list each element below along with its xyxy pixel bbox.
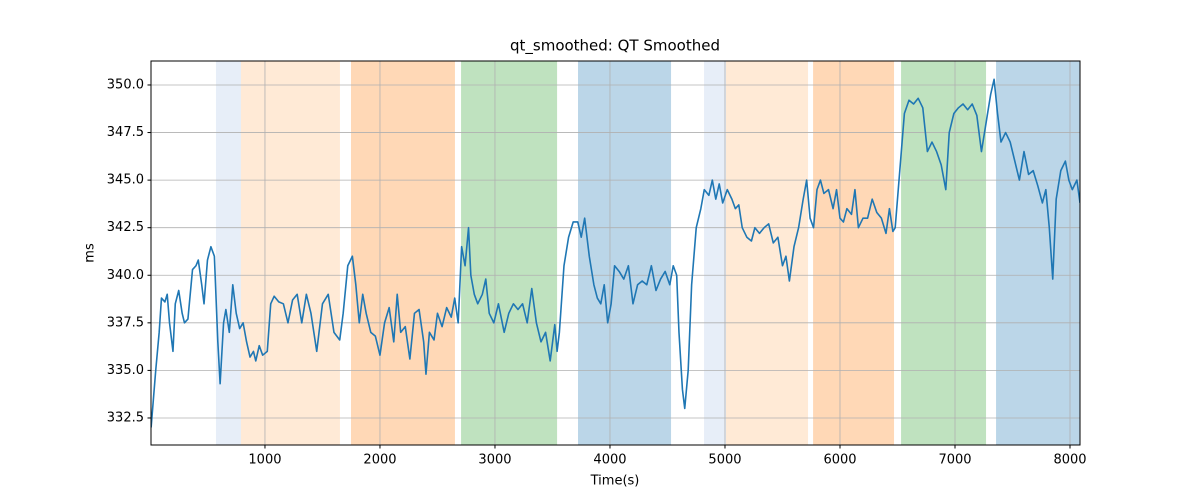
shaded-span bbox=[461, 61, 558, 445]
x-tick-label: 1000 bbox=[248, 453, 281, 468]
y-tick-label: 335.0 bbox=[107, 363, 144, 378]
x-tick-label: 7000 bbox=[938, 453, 971, 468]
y-tick-label: 345.0 bbox=[107, 173, 144, 188]
shaded-span bbox=[726, 61, 809, 445]
y-tick-label: 337.5 bbox=[107, 315, 144, 330]
y-tick-label: 347.5 bbox=[107, 125, 144, 140]
chart-title: qt_smoothed: QT Smoothed bbox=[510, 37, 720, 56]
shaded-span bbox=[704, 61, 727, 445]
x-tick-label: 5000 bbox=[708, 453, 741, 468]
shaded-span bbox=[996, 61, 1080, 445]
lines bbox=[151, 78, 1080, 428]
y-tick-label: 332.5 bbox=[107, 410, 144, 425]
y-tick-label: 350.0 bbox=[107, 77, 144, 92]
x-tick-label: 6000 bbox=[823, 453, 856, 468]
shaded-span bbox=[813, 61, 895, 445]
y-tick-label: 342.5 bbox=[107, 220, 144, 235]
x-tick-label: 4000 bbox=[593, 453, 626, 468]
spans bbox=[215, 61, 1080, 445]
x-tick-label: 8000 bbox=[1053, 453, 1086, 468]
ticks: 1000 2000 3000 4000 5000 6000 7000 8000 332.5 335… bbox=[107, 77, 1087, 467]
shaded-span bbox=[350, 61, 455, 445]
shaded-span bbox=[901, 61, 987, 445]
y-tick-label: 340.0 bbox=[107, 268, 144, 283]
x-tick-label: 2000 bbox=[363, 453, 396, 468]
grid bbox=[151, 61, 1080, 445]
shaded-span bbox=[215, 61, 241, 445]
shaded-span bbox=[578, 61, 672, 445]
shaded-span bbox=[240, 61, 340, 445]
plot-frame bbox=[150, 60, 1081, 446]
y-axis-label: ms bbox=[83, 243, 98, 263]
data-line bbox=[151, 78, 1080, 428]
x-tick-label: 3000 bbox=[478, 453, 511, 468]
x-axis-label: Time(s) bbox=[590, 474, 640, 489]
